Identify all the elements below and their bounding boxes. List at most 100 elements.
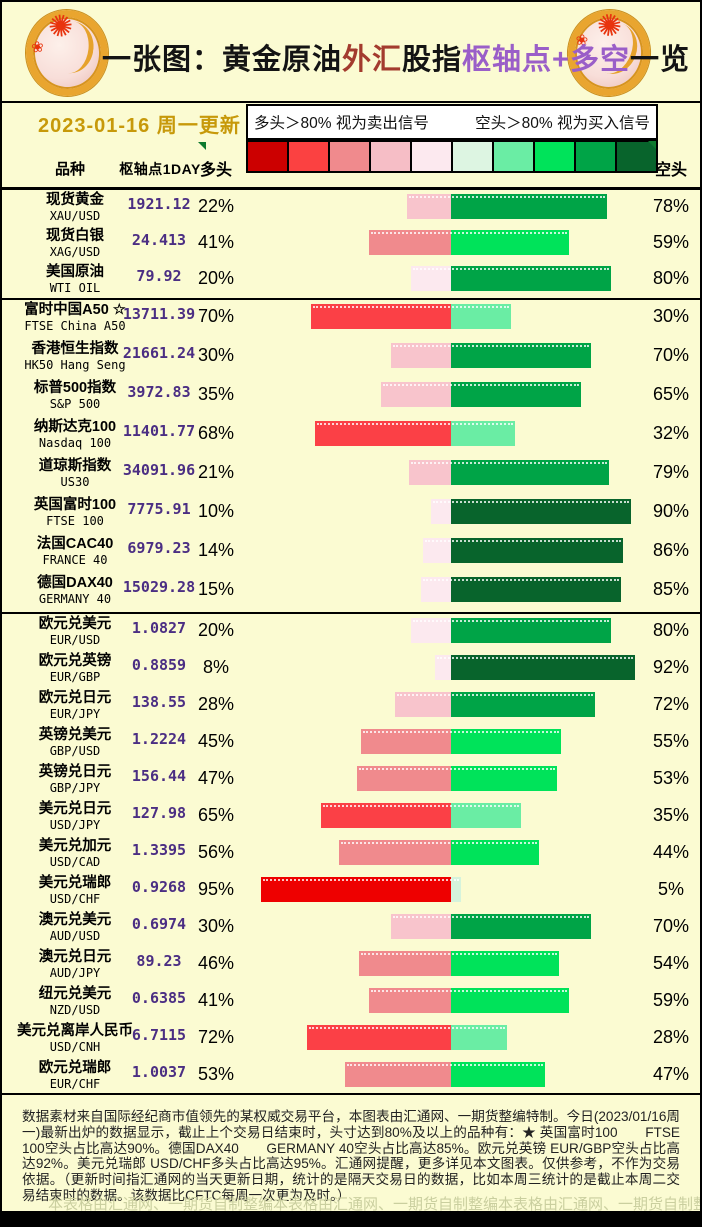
watermark-text: 本表格由汇通网、一期货自制整编 xyxy=(273,1196,499,1213)
table-section: 富时中国A50 ☆ FTSE China A50 13711.39 70% 30… xyxy=(2,300,700,614)
long-bar xyxy=(411,618,451,643)
long-percent: 21% xyxy=(197,462,235,482)
table-row: 法国CAC40 FRANCE 40 6979.23 14% 86% xyxy=(2,534,700,573)
instrument-name: 欧元兑日元 xyxy=(38,690,112,706)
instrument-name: 标普500指数 xyxy=(33,380,117,396)
instrument-code: USD/JPY xyxy=(49,818,101,832)
bottom-border-band xyxy=(2,1211,700,1225)
table-row: 现货白银 XAG/USD 24.413 41% 59% xyxy=(2,226,700,262)
table-row: 美国原油 WTI OIL 79.92 20% 80% xyxy=(2,262,700,298)
title-part: 股指 xyxy=(402,44,463,76)
pivot-value: 7775.91 xyxy=(127,500,191,518)
long-short-bar xyxy=(435,655,635,680)
pivot-value: 15029.28 xyxy=(122,578,196,596)
table-row: 美元兑离岸人民币 USD/CNH 6.7115 72% 28% xyxy=(2,1021,700,1058)
instrument-name: 英镑兑美元 xyxy=(38,727,112,743)
table-row: 欧元兑美元 EUR/USD 1.0827 20% 80% xyxy=(2,614,700,651)
pivot-value: 0.6385 xyxy=(131,989,187,1007)
short-percent: 85% xyxy=(652,579,690,599)
table-row: 欧元兑日元 EUR/JPY 138.55 28% 72% xyxy=(2,688,700,725)
table-row: 澳元兑日元 AUD/JPY 89.23 46% 54% xyxy=(2,947,700,984)
long-bar xyxy=(421,577,451,602)
instrument-code: EUR/USD xyxy=(49,633,101,647)
table-row: 纽元兑美元 NZD/USD 0.6385 41% 59% xyxy=(2,984,700,1021)
long-short-bar xyxy=(431,499,631,524)
header-divider xyxy=(2,101,700,103)
update-date-label: 2023-01-16 周一更新 xyxy=(38,115,241,137)
scale-swatch xyxy=(248,142,289,171)
instrument-cell: 纳斯达克100 Nasdaq 100 xyxy=(2,419,148,450)
long-short-bar xyxy=(315,421,515,446)
long-percent: 72% xyxy=(197,1027,235,1047)
pivot-value: 6979.23 xyxy=(127,539,191,557)
red-blossom-icon: ❀ xyxy=(30,38,45,57)
long-percent: 8% xyxy=(202,657,229,677)
table-row: 欧元兑瑞郎 EUR/CHF 1.0037 53% 47% xyxy=(2,1058,700,1095)
long-short-bar xyxy=(361,729,561,754)
table-row: 澳元兑美元 AUD/USD 0.6974 30% 70% xyxy=(2,910,700,947)
short-bar xyxy=(451,421,515,446)
gold-branch-icon xyxy=(57,20,97,76)
column-header-symbol: 品种 xyxy=(54,161,85,178)
table-row: 美元兑瑞郎 USD/CHF 0.9268 95% 5% xyxy=(2,873,700,910)
instrument-code: US30 xyxy=(60,475,90,489)
long-bar xyxy=(357,766,451,791)
instrument-cell: 德国DAX40 GERMANY 40 xyxy=(2,575,148,606)
short-bar xyxy=(451,951,559,976)
long-bar xyxy=(261,877,451,902)
table-row: 英国富时100 FTSE 100 7775.91 10% 90% xyxy=(2,495,700,534)
scale-swatch xyxy=(289,142,330,171)
short-percent: 28% xyxy=(652,1027,690,1047)
instrument-name: 澳元兑日元 xyxy=(38,949,112,965)
long-short-bar xyxy=(357,766,557,791)
long-short-bar xyxy=(311,304,511,329)
instrument-code: S&P 500 xyxy=(49,397,101,411)
footer: 数据素材来自国际经纪商市值领先的某权威交易平台，本图表由汇通网、一期货整编特制。… xyxy=(2,1093,700,1204)
long-bar xyxy=(435,655,451,680)
short-bar xyxy=(451,803,521,828)
short-percent: 54% xyxy=(652,953,690,973)
short-bar xyxy=(451,1025,507,1050)
pivot-value: 79.92 xyxy=(136,267,182,285)
instrument-name: 澳元兑美元 xyxy=(38,912,112,928)
pivot-value: 0.8859 xyxy=(131,656,187,674)
instrument-name: 欧元兑英镑 xyxy=(38,653,112,669)
short-percent: 90% xyxy=(652,501,690,521)
title-part: 一张图：黄金原油 xyxy=(102,44,343,76)
short-percent: 5% xyxy=(657,879,684,899)
scale-swatch xyxy=(453,142,494,171)
long-short-bar xyxy=(395,692,595,717)
instrument-name: 美元兑瑞郎 xyxy=(38,875,112,891)
instrument-cell: 道琼斯指数 US30 xyxy=(2,458,148,489)
instrument-cell: 法国CAC40 FRANCE 40 xyxy=(2,536,148,567)
long-bar xyxy=(311,304,451,329)
table-row: 道琼斯指数 US30 34091.96 21% 79% xyxy=(2,456,700,495)
short-bar xyxy=(451,1062,545,1087)
instrument-cell: 英镑兑日元 GBP/JPY xyxy=(2,764,148,795)
column-header-long: 多头 xyxy=(199,162,232,179)
pivot-value: 1.0827 xyxy=(131,619,187,637)
instrument-cell: 美元兑加元 USD/CAD xyxy=(2,838,148,869)
short-bar xyxy=(451,304,511,329)
table-row: 美元兑加元 USD/CAD 1.3395 56% 44% xyxy=(2,836,700,873)
instrument-code: GBP/USD xyxy=(49,744,101,758)
long-short-bar xyxy=(307,1025,507,1050)
gold-coin-logo-icon: ✺ ❀ xyxy=(21,5,113,101)
column-header-pivot: 枢轴点1DAY xyxy=(119,161,201,177)
instrument-name: 美元兑加元 xyxy=(38,838,112,854)
table-top-border xyxy=(2,187,700,190)
instrument-code: USD/CHF xyxy=(49,892,101,906)
instrument-name: 纳斯达克100 xyxy=(33,419,117,435)
pivot-value: 89.23 xyxy=(136,952,182,970)
long-bar xyxy=(391,914,451,939)
table-row: 标普500指数 S&P 500 3972.83 35% 65% xyxy=(2,378,700,417)
short-bar xyxy=(451,618,611,643)
short-bar xyxy=(451,230,569,255)
footer-note: 数据素材来自国际经纪商市值领先的某权威交易平台，本图表由汇通网、一期货整编特制。… xyxy=(22,1109,680,1203)
instrument-code: FTSE China A50 xyxy=(24,319,126,333)
instrument-cell: 英国富时100 FTSE 100 xyxy=(2,497,148,528)
instrument-cell: 欧元兑美元 EUR/USD xyxy=(2,616,148,647)
instrument-cell: 美元兑瑞郎 USD/CHF xyxy=(2,875,148,906)
short-percent: 65% xyxy=(652,384,690,404)
